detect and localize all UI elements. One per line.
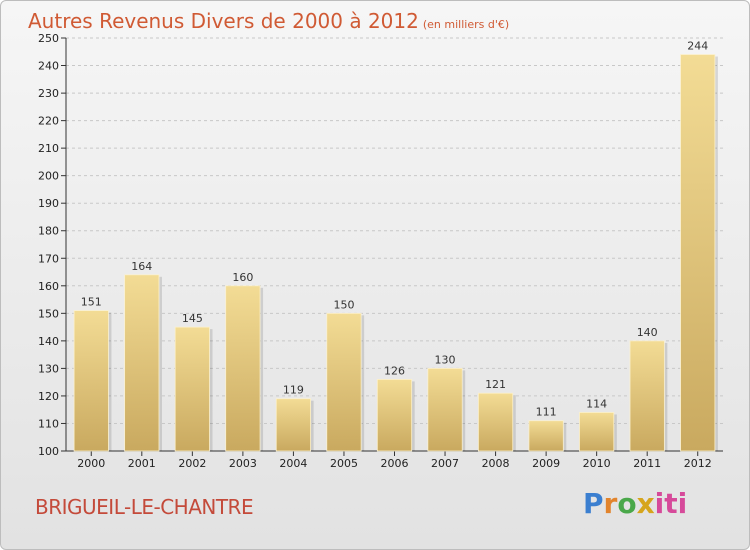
bar	[275, 398, 312, 452]
logo-part: r	[603, 487, 618, 520]
x-tick-label: 2004	[279, 457, 307, 470]
y-tick-label: 210	[38, 142, 59, 155]
y-tick-label: 130	[38, 362, 59, 375]
logo-part: iti	[654, 487, 688, 520]
y-tick-label: 110	[38, 417, 59, 430]
bar	[528, 420, 564, 452]
data-label: 114	[586, 397, 607, 410]
data-label: 160	[232, 271, 253, 284]
bar	[225, 285, 261, 452]
x-tick-label: 2005	[330, 457, 358, 470]
x-tick-label: 2001	[128, 457, 156, 470]
data-label: 121	[485, 378, 506, 391]
x-tick-label: 2000	[77, 457, 105, 470]
bar	[477, 392, 514, 452]
y-tick-label: 240	[38, 60, 59, 73]
data-label: 145	[182, 312, 203, 325]
bars	[73, 54, 718, 452]
x-tick-label: 2012	[684, 457, 712, 470]
y-tick-label: 190	[38, 197, 59, 210]
logo-part: x	[636, 487, 655, 520]
bar	[629, 340, 665, 452]
x-tick-label: 2006	[381, 457, 409, 470]
bar	[427, 367, 463, 452]
x-tick-label: 2007	[431, 457, 459, 470]
data-label: 119	[283, 384, 304, 397]
y-tick-label: 170	[38, 252, 59, 265]
data-label: 130	[435, 353, 456, 366]
y-tick-label: 250	[38, 32, 59, 45]
data-label: 150	[333, 298, 354, 311]
y-tick-label: 120	[38, 390, 59, 403]
chart-title: Autres Revenus Divers de 2000 à 2012 (en …	[28, 9, 509, 33]
bar	[680, 54, 716, 452]
y-tick-label: 100	[38, 445, 59, 458]
y-tick-label: 140	[38, 335, 59, 348]
y-tick-label: 200	[38, 170, 59, 183]
axes: 100 110 120 130 140 150 160 170 180 190 200 210 220 2…	[38, 32, 723, 470]
location-name: BRIGUEIL-LE-CHANTRE	[35, 495, 254, 519]
logo-part: P	[583, 487, 604, 520]
bar	[174, 326, 210, 452]
x-tick-label: 2002	[178, 457, 206, 470]
data-label: 164	[131, 260, 152, 273]
bar	[376, 379, 413, 452]
labels: 151 164 145 160 119 150 126 130 121 111 114 140 244	[81, 40, 708, 419]
bar	[124, 274, 160, 452]
x-tick-label: 2010	[583, 457, 611, 470]
y-tick-label: 220	[38, 115, 59, 128]
data-label: 151	[81, 296, 102, 309]
data-label: 140	[637, 326, 658, 339]
x-tick-label: 2011	[633, 457, 661, 470]
data-label: 126	[384, 364, 405, 377]
proxiti-logo: Proxiti	[583, 487, 687, 520]
chart-unit: (en milliers d'€)	[422, 18, 510, 31]
bar	[579, 412, 615, 452]
bar	[73, 310, 109, 452]
chart-title-text: Autres Revenus Divers de 2000 à 2012	[28, 9, 419, 33]
logo-part: o	[617, 487, 637, 520]
x-tick-label: 2009	[532, 457, 560, 470]
bar	[326, 312, 362, 452]
y-tick-label: 230	[38, 87, 59, 100]
data-label: 111	[536, 406, 557, 419]
y-tick-label: 150	[38, 307, 59, 320]
data-label: 244	[687, 40, 708, 53]
y-tick-label: 160	[38, 280, 59, 293]
x-tick-label: 2008	[482, 457, 510, 470]
x-tick-label: 2003	[229, 457, 257, 470]
y-tick-label: 180	[38, 225, 59, 238]
